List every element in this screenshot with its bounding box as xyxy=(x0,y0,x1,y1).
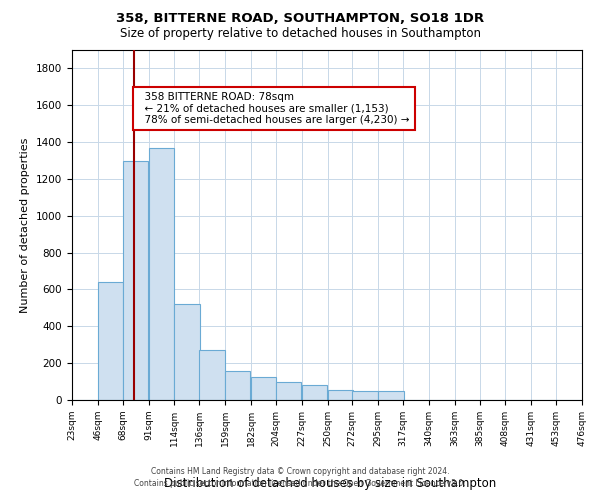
Text: 358, BITTERNE ROAD, SOUTHAMPTON, SO18 1DR: 358, BITTERNE ROAD, SOUTHAMPTON, SO18 1D… xyxy=(116,12,484,26)
Bar xyxy=(175,304,200,400)
Bar xyxy=(225,372,250,400)
Bar xyxy=(378,391,404,400)
Text: Distribution of detached houses by size in Southampton: Distribution of detached houses by size … xyxy=(164,477,496,490)
Bar xyxy=(98,282,123,400)
Text: Size of property relative to detached houses in Southampton: Size of property relative to detached ho… xyxy=(119,28,481,40)
Bar xyxy=(302,386,327,400)
Bar xyxy=(352,391,377,400)
Bar xyxy=(199,350,224,400)
Text: Contains HM Land Registry data © Crown copyright and database right 2024.: Contains HM Land Registry data © Crown c… xyxy=(151,467,449,476)
Bar xyxy=(328,390,353,400)
Text: 358 BITTERNE ROAD: 78sqm
  ← 21% of detached houses are smaller (1,153)
  78% of: 358 BITTERNE ROAD: 78sqm ← 21% of detach… xyxy=(139,92,410,125)
Bar xyxy=(276,382,301,400)
Bar xyxy=(251,377,277,400)
Bar xyxy=(149,148,174,400)
Text: Contains public sector information licensed under the Open Government Licence v3: Contains public sector information licen… xyxy=(134,478,466,488)
Bar xyxy=(122,160,148,400)
Y-axis label: Number of detached properties: Number of detached properties xyxy=(20,138,31,312)
